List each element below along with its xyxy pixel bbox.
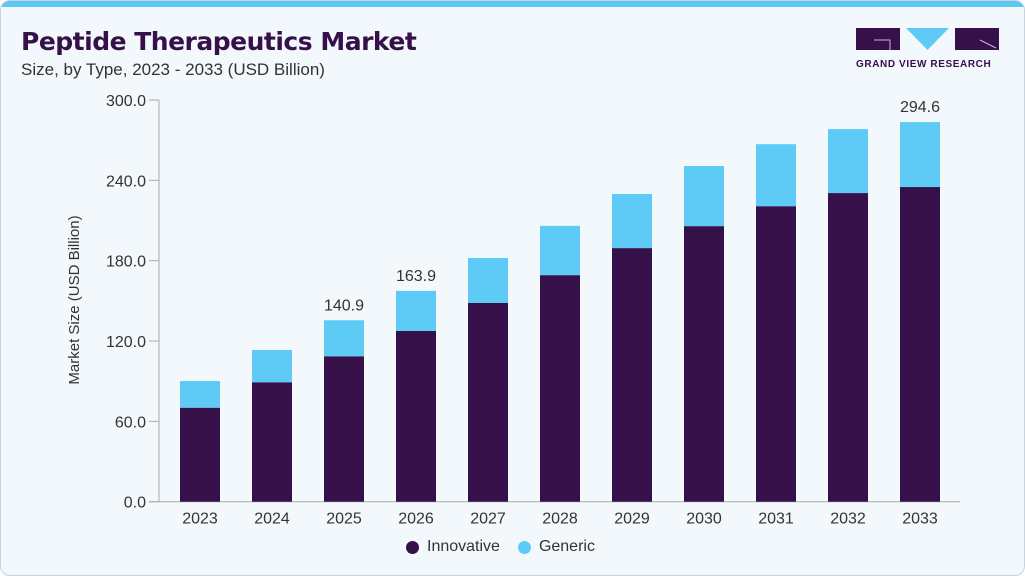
bar-innovative-2031 — [756, 206, 796, 502]
bar-innovative-2023 — [180, 407, 220, 502]
bar-generic-2031 — [756, 144, 796, 207]
bar-innovative-2025 — [324, 356, 364, 502]
y-tick-label: 180.0 — [106, 254, 146, 271]
y-tick-label: 60.0 — [115, 414, 146, 431]
logo-text: GRAND VIEW RESEARCH — [856, 59, 992, 70]
x-tick-label: 2025 — [326, 511, 362, 528]
x-tick-label: 2026 — [398, 511, 434, 528]
legend-item-innovative[interactable]: Innovative — [406, 538, 500, 556]
bar-innovative-2024 — [252, 382, 292, 502]
legend-swatch-generic — [517, 540, 531, 554]
legend-swatch-innovative — [406, 540, 419, 554]
legend-label-innovative: Innovative — [427, 538, 500, 555]
y-tick-label: 0.0 — [124, 495, 146, 512]
legend: Innovative Generic — [406, 538, 595, 556]
bar-generic-2029 — [612, 193, 652, 249]
bar-generic-2030 — [684, 166, 724, 227]
data-label-2025: 140.9 — [324, 297, 364, 314]
chart-title: Peptide Therapeutics Market — [21, 27, 417, 56]
bar-innovative-2028 — [540, 275, 580, 502]
bar-innovative-2029 — [612, 248, 652, 502]
bar-innovative-2027 — [468, 302, 508, 502]
bar-generic-2025 — [324, 320, 364, 357]
x-tick-label: 2028 — [542, 511, 578, 528]
y-axis-title: Market Size (USD Billion) — [66, 215, 83, 384]
y-tick-label: 120.0 — [106, 334, 146, 351]
bar-innovative-2033 — [900, 187, 940, 502]
x-tick-label: 2027 — [470, 511, 506, 528]
data-label-2033: 294.6 — [900, 99, 940, 116]
bar-generic-2032 — [828, 129, 868, 194]
bar-generic-2023 — [180, 381, 220, 408]
bar-generic-2024 — [252, 349, 292, 383]
x-tick-label: 2031 — [758, 511, 794, 528]
y-tick-label: 300.0 — [106, 93, 146, 110]
y-tick-label: 240.0 — [106, 173, 146, 190]
bar-generic-2033 — [900, 122, 940, 188]
bar-innovative-2032 — [828, 193, 868, 502]
data-label-2026: 163.9 — [396, 268, 436, 285]
x-tick-label: 2023 — [182, 511, 218, 528]
bar-generic-2027 — [468, 258, 508, 303]
x-tick-label: 2030 — [686, 511, 722, 528]
bar-generic-2026 — [396, 290, 436, 331]
bar-generic-2028 — [540, 225, 580, 276]
legend-item-generic[interactable]: Generic — [517, 538, 595, 556]
legend-label-generic: Generic — [538, 538, 595, 555]
bar-innovative-2030 — [684, 226, 724, 502]
x-tick-label: 2029 — [614, 511, 650, 528]
x-tick-label: 2024 — [254, 511, 290, 528]
x-tick-label: 2032 — [830, 511, 866, 528]
x-tick-label: 2033 — [902, 511, 938, 528]
grand-view-research-logo — [856, 28, 999, 50]
chart-subtitle: Size, by Type, 2023 - 2033 (USD Billion) — [21, 60, 325, 79]
bar-innovative-2026 — [396, 330, 436, 502]
top-accent-bar — [1, 1, 1024, 7]
